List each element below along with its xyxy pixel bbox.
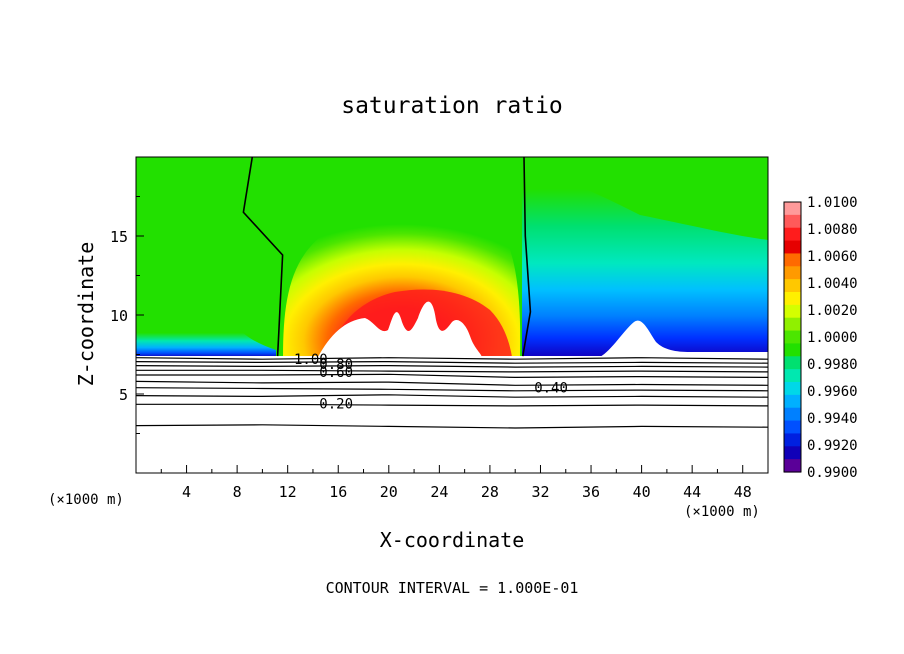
plot-area: 1.000.800.60 0.40 0.20 [136,157,768,473]
colorbar-swatch [784,214,801,229]
colorbar-swatch [784,459,801,473]
colorbar-frame [783,201,802,473]
colorbar-swatch [784,240,801,255]
y-tick-label: 10 [110,307,128,325]
contour-label: 0.40 [534,381,568,397]
contour-line [136,403,768,407]
contour-line [136,424,768,429]
colorbar-swatch [784,292,801,306]
left-moist-region [136,290,276,357]
contour-label: 0.60 [319,365,353,381]
colorbar-tick-label: 1.0000 [807,330,858,346]
x-tick-label: 32 [531,483,549,501]
boundary-contours [242,157,532,357]
colorbar-swatch [784,369,801,383]
colorbar-swatch [784,202,801,216]
colorbar-tick-label: 1.0020 [807,303,858,319]
colorbar-swatch [784,253,801,267]
colorbar-tick-label: 0.9900 [807,465,858,481]
x-unit-note-right: (×1000 m) [684,504,760,520]
colorbar-swatch [784,382,801,396]
colorbar-tick-label: 1.0060 [807,249,858,265]
saturation-boundary-line [522,157,532,357]
contour-line [136,380,768,386]
contour-line [136,373,768,379]
y-tick-label: 15 [110,228,128,246]
contour-line [136,394,768,398]
dry-spike-region [600,320,768,357]
surface-layer [136,356,768,473]
x-tick-label: 36 [582,483,600,501]
x-tick-label: 20 [380,483,398,501]
colorbar-swatch [784,394,801,409]
x-tick-label: 28 [481,483,499,501]
colorbar-tick-label: 0.9980 [807,357,858,373]
contour-line [136,364,768,368]
right-dry-region [522,170,768,357]
colorbar-tick-label: 1.0040 [807,276,858,292]
y-axis-label: Z-coordinate [74,242,98,387]
x-tick-label: 16 [329,483,347,501]
chart-title: saturation ratio [341,93,563,119]
x-tick-label: 48 [734,483,752,501]
colorbar-swatch [784,227,801,242]
x-tick-label: 4 [182,483,191,501]
x-tick-label: 44 [683,483,701,501]
colorbar-swatch [784,433,801,447]
colorbar-tick-label: 0.9920 [807,438,858,454]
colorbar-swatch [784,330,801,345]
x-axis-label: X-coordinate [380,528,525,552]
contour-line [136,357,768,360]
contour-label: 0.20 [319,397,353,413]
y-axis: 5 10 15 [110,196,144,434]
colorbar-swatch [784,279,801,293]
colorbar-swatch [784,446,801,460]
x-tick-label: 12 [279,483,297,501]
x-tick-label: 40 [633,483,651,501]
x-unit-note-left: (×1000 m) [48,492,124,508]
colorbar-swatch [784,356,801,370]
contour-line [136,360,768,364]
contour-label: 1.00 [294,352,328,368]
contour-line [136,387,768,392]
colorbar: 1.0100 1.0080 1.0060 1.0040 1.0020 1.0000 0.99… [783,195,858,481]
colorbar-tick-label: 0.9960 [807,384,858,400]
contour-lines [136,357,768,429]
colorbar-swatch [784,343,801,357]
saturation-boundary-line [242,157,284,357]
colorbar-tick-label: 0.9940 [807,411,858,427]
colorbar-swatch [784,304,801,319]
contour-label-group: 1.000.800.60 0.40 0.20 [294,352,568,412]
contour-line [136,369,768,373]
colorbar-swatch [784,420,801,435]
contour-label: 0.80 [319,357,353,373]
colorbar-swatch [784,317,801,332]
x-axis: 4 8 12 16 20 24 28 32 36 40 44 48 [160,465,752,501]
contour-interval-note: CONTOUR INTERVAL = 1.000E-01 [326,579,579,597]
colorbar-tick-label: 1.0080 [807,222,858,238]
colorbar-swatch [784,407,801,422]
x-tick-label: 8 [233,483,242,501]
y-tick-label: 5 [119,386,128,404]
saturated-cloud-region [318,301,482,357]
colorbar-swatch [784,266,801,280]
colorbar-tick-label: 1.0100 [807,195,858,211]
x-tick-label: 24 [430,483,448,501]
